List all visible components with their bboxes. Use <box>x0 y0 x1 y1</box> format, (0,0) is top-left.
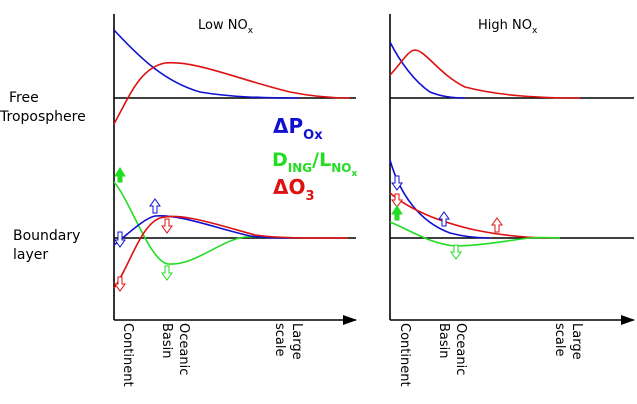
boundary-layer-label-line2: layer <box>13 247 48 263</box>
right-free-blue-curve <box>389 41 466 99</box>
boundary-layer-label-line1: Boundary <box>13 228 80 244</box>
right-red-down-arrow <box>391 193 403 208</box>
left-green-up-filled-arrow <box>114 167 126 183</box>
right-indicator-arrows <box>391 175 503 260</box>
left-free-red-curve <box>113 61 351 125</box>
left-red-down-arrow-mid <box>161 218 173 234</box>
left-indicator-arrows <box>114 167 173 292</box>
left-panel-title: Low NOx <box>198 18 254 36</box>
left-free-blue-curve <box>113 29 301 99</box>
free-troposphere-label-line2: Troposphere <box>0 109 86 125</box>
left-green-down-arrow <box>161 265 173 281</box>
right-free-red-curve <box>389 49 581 99</box>
right-blue-up-arrow <box>438 211 450 227</box>
right-blue-down-arrow <box>391 175 403 191</box>
left-xlabel-oceanic: Oceanic <box>176 323 191 375</box>
left-boundary-curves <box>113 181 349 289</box>
right-boundary-curves <box>389 159 561 247</box>
left-xlabel-large: Large <box>289 323 304 360</box>
left-boundary-blue-curve <box>113 215 301 246</box>
legend-p-ox: ΔPOx <box>273 114 323 143</box>
left-blue-updown-arrow <box>114 231 126 248</box>
left-xlabel-continent: Continent <box>120 323 135 387</box>
left-blue-up-arrow <box>149 198 161 214</box>
right-green-up-filled-arrow <box>391 205 403 221</box>
right-xlabel-basin: Basin <box>436 323 451 359</box>
right-green-down-arrow <box>450 244 462 260</box>
right-xlabel-scale: scale <box>552 323 567 357</box>
left-xlabel-scale: scale <box>272 323 287 357</box>
left-xlabel-basin: Basin <box>159 323 174 359</box>
left-red-down-arrow-low <box>114 276 126 292</box>
right-xlabel-large: Large <box>569 323 584 360</box>
right-xlabel-oceanic: Oceanic <box>453 323 468 375</box>
left-boundary-red-curve <box>113 215 349 289</box>
right-boundary-green-curve <box>389 221 561 247</box>
right-red-up-arrow <box>491 217 503 233</box>
free-troposphere-label-line1: Free <box>9 90 39 106</box>
left-free-curves <box>113 29 351 125</box>
right-xlabel-continent: Continent <box>397 323 412 387</box>
right-panel-axes <box>389 14 635 325</box>
legend-delta-o3: ΔO3 <box>273 175 315 204</box>
right-boundary-blue-curve <box>389 159 491 239</box>
right-boundary-red-curve <box>389 192 551 239</box>
right-free-curves <box>389 41 581 99</box>
legend-ding-lnox: DING/LNOx <box>272 149 357 179</box>
right-panel-title: High NOx <box>478 18 538 36</box>
